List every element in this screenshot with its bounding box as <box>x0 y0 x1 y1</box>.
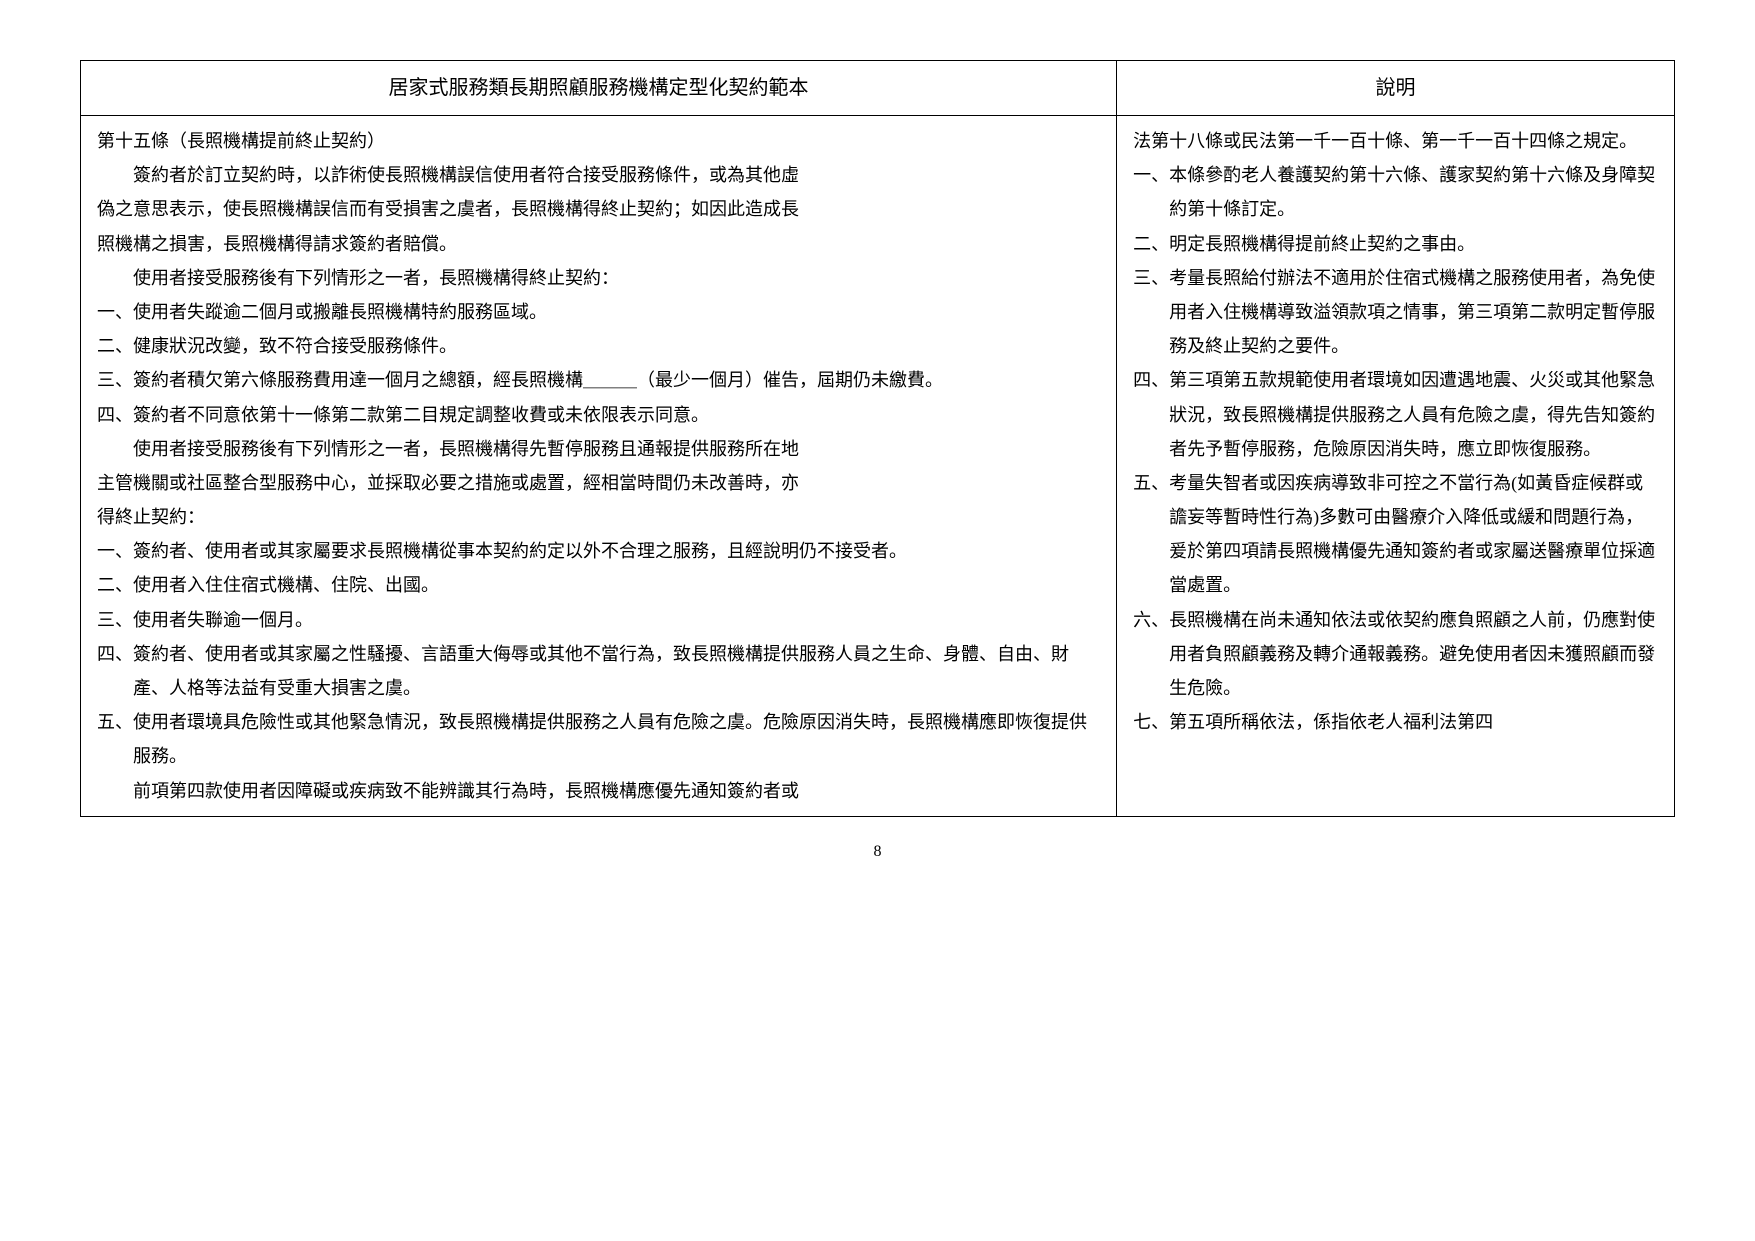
para1-line2: 偽之意思表示，使長照機構誤信而有受損害之虞者，長照機構得終止契約；如因此造成長 <box>97 192 1100 226</box>
header-row: 居家式服務類長期照顧服務機構定型化契約範本 說明 <box>81 61 1675 116</box>
right-item1: 一、本條參酌老人養護契約第十六條、護家契約第十六條及身障契約第十條訂定。 <box>1133 158 1658 226</box>
right-continuation: 法第十八條或民法第一千一百十條、第一千一百十四條之規定。 <box>1133 124 1658 158</box>
header-left: 居家式服務類長期照顧服務機構定型化契約範本 <box>81 61 1117 116</box>
para3-line2: 主管機關或社區整合型服務中心，並採取必要之措施或處置，經相當時間仍未改善時，亦 <box>97 466 1100 500</box>
para3-item3: 三、使用者失聯逾一個月。 <box>97 603 1100 637</box>
contract-table: 居家式服務類長期照顧服務機構定型化契約範本 說明 第十五條（長照機構提前終止契約… <box>80 60 1675 817</box>
right-item5: 五、考量失智者或因疾病導致非可控之不當行為(如黃昏症候群或譫妄等暫時性行為)多數… <box>1133 466 1658 603</box>
para3-item4: 四、簽約者、使用者或其家屬之性騷擾、言語重大侮辱或其他不當行為，致長照機構提供服… <box>97 637 1100 705</box>
para2-item2: 二、健康狀況改變，致不符合接受服務條件。 <box>97 329 1100 363</box>
right-item6: 六、長照機構在尚未通知依法或依契約應負照顧之人前，仍應對使用者負照顧義務及轉介通… <box>1133 603 1658 706</box>
para1-line3: 照機構之損害，長照機構得請求簽約者賠償。 <box>97 227 1100 261</box>
para3-item1: 一、簽約者、使用者或其家屬要求長照機構從事本契約約定以外不合理之服務，且經說明仍… <box>97 534 1100 568</box>
right-item3: 三、考量長照給付辦法不適用於住宿式機構之服務使用者，為免使用者入住機構導致溢領款… <box>1133 261 1658 364</box>
para3-line3: 得終止契約： <box>97 500 1100 534</box>
para2-item3: 三、簽約者積欠第六條服務費用達一個月之總額，經長照機構＿＿＿（最少一個月）催告，… <box>97 363 1100 397</box>
para2-intro: 使用者接受服務後有下列情形之一者，長照機構得終止契約： <box>97 261 1100 295</box>
page-number: 8 <box>80 837 1675 867</box>
para1-line1: 簽約者於訂立契約時，以詐術使長照機構誤信使用者符合接受服務條件，或為其他虛 <box>97 158 1100 192</box>
right-item7: 七、第五項所稱依法，係指依老人福利法第四 <box>1133 705 1658 739</box>
content-row: 第十五條（長照機構提前終止契約） 簽約者於訂立契約時，以詐術使長照機構誤信使用者… <box>81 116 1675 817</box>
para3-item5: 五、使用者環境具危險性或其他緊急情況，致長照機構提供服務之人員有危險之虞。危險原… <box>97 705 1100 773</box>
article-title: 第十五條（長照機構提前終止契約） <box>97 124 1100 158</box>
right-item4: 四、第三項第五款規範使用者環境如因遭遇地震、火災或其他緊急狀況，致長照機構提供服… <box>1133 363 1658 466</box>
para4: 前項第四款使用者因障礙或疾病致不能辨識其行為時，長照機構應優先通知簽約者或 <box>97 774 1100 808</box>
left-content: 第十五條（長照機構提前終止契約） 簽約者於訂立契約時，以詐術使長照機構誤信使用者… <box>81 116 1117 817</box>
para2-item4: 四、簽約者不同意依第十一條第二款第二目規定調整收費或未依限表示同意。 <box>97 398 1100 432</box>
right-item2: 二、明定長照機構得提前終止契約之事由。 <box>1133 227 1658 261</box>
para3-line1: 使用者接受服務後有下列情形之一者，長照機構得先暫停服務且通報提供服務所在地 <box>97 432 1100 466</box>
right-content: 法第十八條或民法第一千一百十條、第一千一百十四條之規定。 一、本條參酌老人養護契… <box>1117 116 1675 817</box>
header-right: 說明 <box>1117 61 1675 116</box>
para2-item1: 一、使用者失蹤逾二個月或搬離長照機構特約服務區域。 <box>97 295 1100 329</box>
para3-item2: 二、使用者入住住宿式機構、住院、出國。 <box>97 568 1100 602</box>
